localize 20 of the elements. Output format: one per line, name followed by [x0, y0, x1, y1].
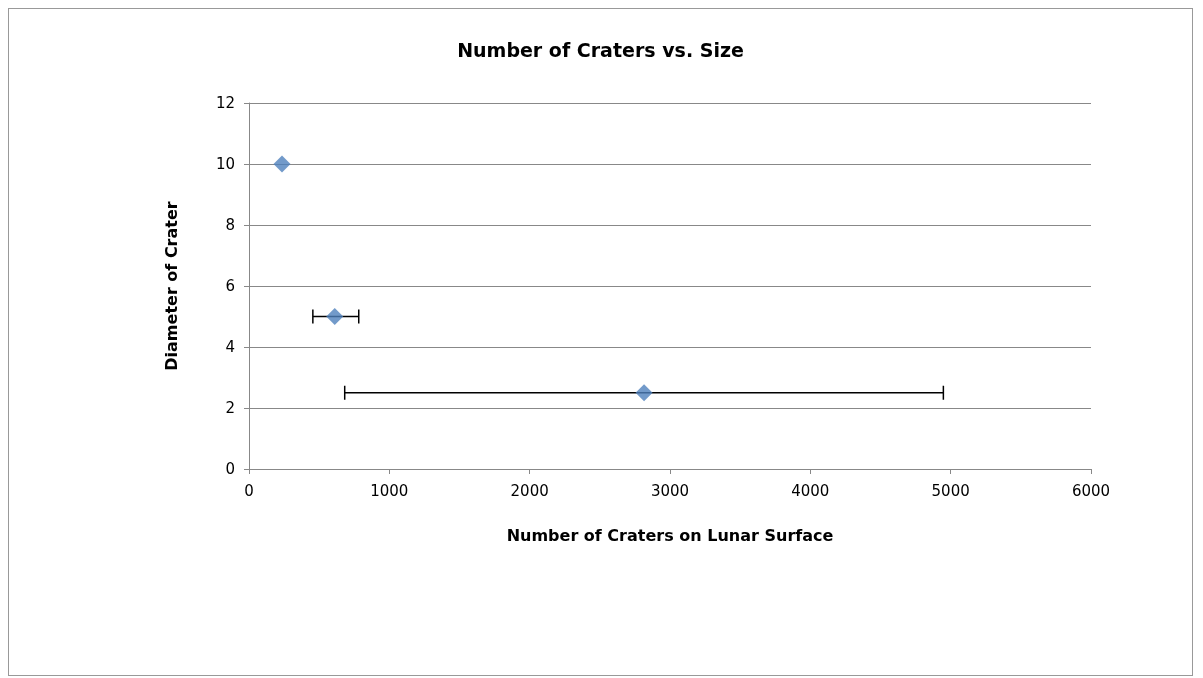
chart-title: Number of Craters vs. Size [457, 38, 744, 61]
x-tick-label: 5000 [931, 481, 970, 500]
x-tick-label: 1000 [370, 481, 409, 500]
x-tick-label: 4000 [791, 481, 830, 500]
y-axis-title: Diameter of Crater [161, 201, 181, 371]
point [326, 308, 344, 325]
y-tick-label: 0 [225, 460, 235, 478]
y-tick-label: 4 [225, 338, 235, 356]
x-tick-label: 6000 [1071, 481, 1111, 500]
point [273, 155, 291, 173]
y-tick-label: 6 [225, 277, 235, 295]
y-tick-label: 8 [225, 216, 235, 234]
x-tick-label: 0 [244, 481, 254, 500]
x-tick-label: 3000 [650, 481, 690, 500]
y-tick-label: 10 [215, 155, 235, 173]
point [635, 384, 653, 402]
y-tick-label: 2 [225, 399, 235, 417]
x-axis-title: Number of Craters on Lunar Surface [506, 525, 834, 545]
y-tick-label: 12 [215, 94, 235, 112]
x-tick-label: 2000 [510, 481, 549, 500]
